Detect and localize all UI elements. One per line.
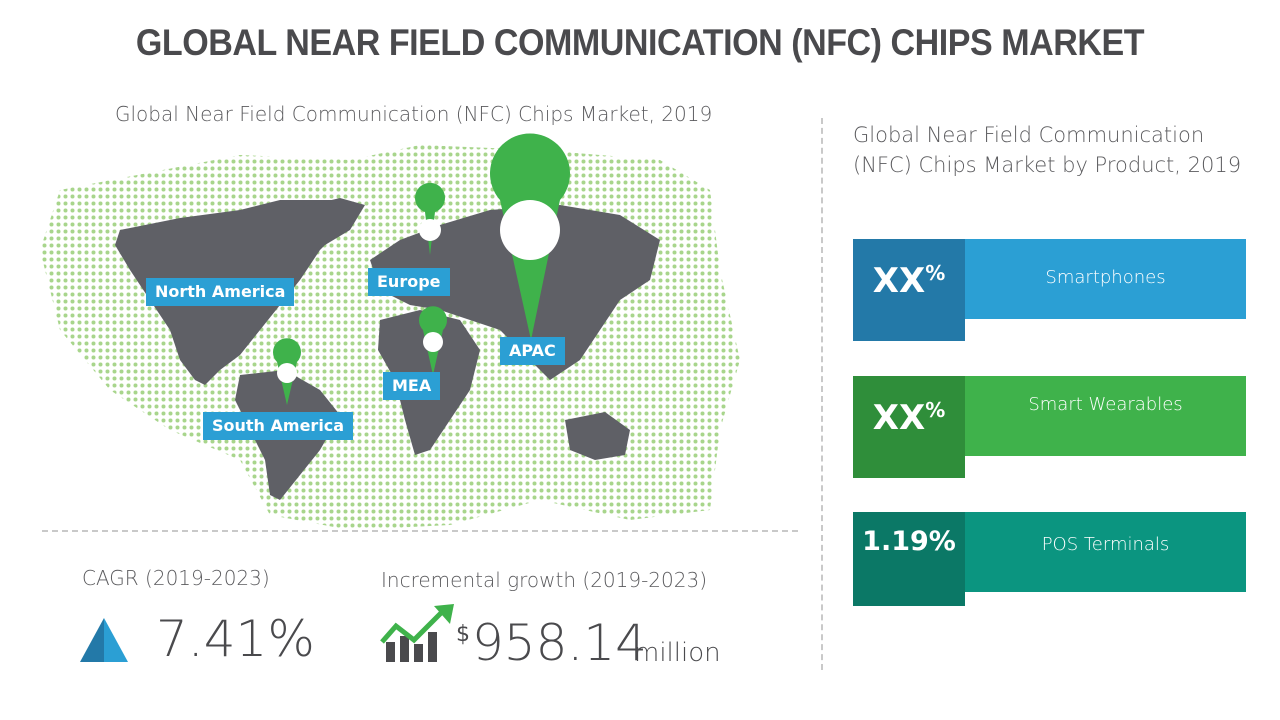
incremental-growth-unit: million	[634, 638, 721, 668]
product-bar-pos-terminals: 1.19% POS Terminals	[853, 512, 1246, 606]
product-value: XX%	[853, 239, 965, 341]
eurasia-shape	[370, 205, 660, 380]
page-title: GLOBAL NEAR FIELD COMMUNICATION (NFC) CH…	[135, 22, 1145, 63]
region-label-europe: Europe	[368, 268, 450, 296]
product-section-title: Global Near Field Communication (NFC) Ch…	[853, 123, 1242, 177]
map-title: Global Near Field Communication (NFC) Ch…	[115, 102, 713, 126]
cagr-value: 7.41%	[156, 610, 315, 668]
product-value: XX%	[853, 376, 965, 478]
product-value: 1.19%	[853, 512, 965, 606]
currency-symbol: $	[456, 622, 470, 647]
vertical-divider	[821, 118, 823, 670]
product-label: Smartphones	[1045, 267, 1166, 288]
mea-pin-icon	[419, 306, 448, 375]
product-label: POS Terminals	[1041, 534, 1170, 555]
horizontal-divider	[42, 530, 798, 532]
region-label-apac: APAC	[500, 337, 565, 365]
world-map	[40, 133, 740, 530]
region-label-south-america: South America	[203, 412, 354, 440]
incremental-growth-value: 958.14	[472, 614, 647, 672]
product-bar-smart-wearables: XX% Smart Wearables	[853, 376, 1246, 478]
europe-pin-icon	[415, 182, 446, 255]
product-bar-smartphones: XX% Smartphones	[853, 239, 1246, 341]
growth-chart-icon	[380, 604, 454, 662]
apac-pin-icon	[490, 133, 570, 340]
cagr-label: CAGR (2019-2023)	[82, 566, 270, 590]
region-label-north-america: North America	[146, 278, 295, 306]
incremental-growth-label: Incremental growth (2019-2023)	[381, 568, 708, 592]
product-label: Smart Wearables	[1028, 394, 1183, 415]
triangle-icon	[80, 618, 128, 662]
region-label-mea: MEA	[383, 372, 441, 400]
greenland-shape	[290, 198, 365, 245]
australia-shape	[565, 412, 630, 460]
south-america-pin-icon	[273, 338, 302, 405]
